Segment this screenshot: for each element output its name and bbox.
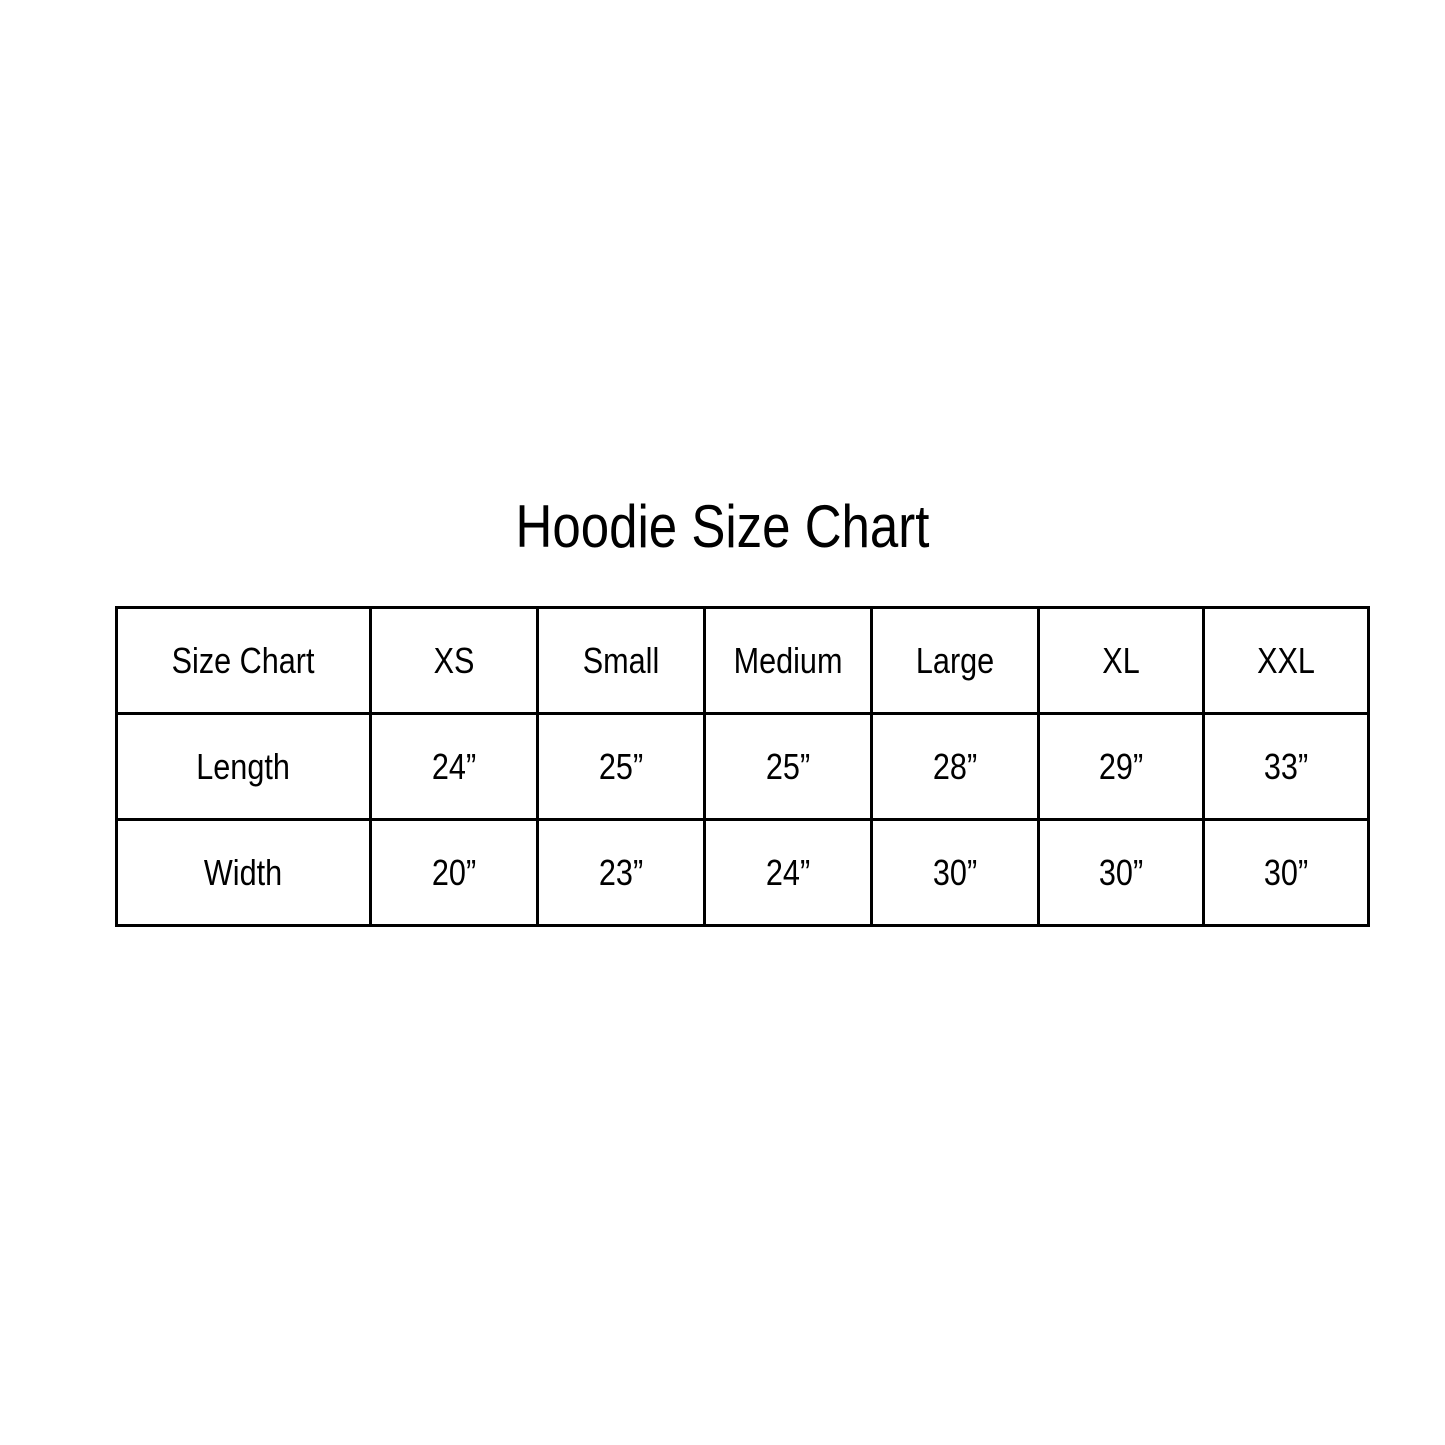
cell-text: 24”	[765, 851, 811, 893]
header-text: XS	[433, 639, 475, 681]
cell-text: Length	[196, 745, 291, 787]
cell-text: 29”	[1098, 745, 1144, 787]
size-chart-table: Size Chart XS Small Medium Large XL XXL …	[115, 606, 1370, 927]
table-cell: 24”	[703, 818, 873, 927]
header-text: Medium	[733, 639, 843, 681]
header-cell: Large	[870, 606, 1040, 715]
table-cell: 29”	[1037, 712, 1205, 821]
header-row: Size Chart XS Small Medium Large XL XXL	[115, 606, 1370, 715]
header-cell: XL	[1037, 606, 1205, 715]
cell-text: Width	[204, 851, 283, 893]
page-title: Hoodie Size Chart	[515, 493, 930, 560]
header-cell: Size Chart	[115, 606, 372, 715]
table-cell: 23”	[536, 818, 706, 927]
cell-text: 30”	[932, 851, 978, 893]
table-row: Length 24” 25” 25” 28” 29” 33”	[115, 712, 1370, 821]
table-cell: 30”	[870, 818, 1040, 927]
cell-text: 30”	[1263, 851, 1309, 893]
cell-text: 25”	[598, 745, 644, 787]
table-cell: 20”	[369, 818, 539, 927]
header-cell: XXL	[1202, 606, 1370, 715]
cell-text: 24”	[431, 745, 477, 787]
header-cell: XS	[369, 606, 539, 715]
cell-text: 23”	[598, 851, 644, 893]
header-text: XXL	[1257, 639, 1315, 681]
table-cell: 33”	[1202, 712, 1370, 821]
header-text: Large	[915, 639, 995, 681]
table-cell: 30”	[1037, 818, 1205, 927]
cell-text: 25”	[765, 745, 811, 787]
table-row: Width 20” 23” 24” 30” 30” 30”	[115, 818, 1370, 927]
cell-text: 30”	[1098, 851, 1144, 893]
cell-text: 28”	[932, 745, 978, 787]
table-cell: 24”	[369, 712, 539, 821]
cell-text: 20”	[431, 851, 477, 893]
header-text: Small	[582, 639, 660, 681]
header-text: XL	[1102, 639, 1140, 681]
row-label: Length	[115, 712, 372, 821]
table-cell: 25”	[536, 712, 706, 821]
cell-text: 33”	[1263, 745, 1309, 787]
header-cell: Medium	[703, 606, 873, 715]
table-cell: 25”	[703, 712, 873, 821]
row-label: Width	[115, 818, 372, 927]
header-cell: Small	[536, 606, 706, 715]
table-cell: 30”	[1202, 818, 1370, 927]
table-cell: 28”	[870, 712, 1040, 821]
header-text: Size Chart	[172, 639, 315, 681]
